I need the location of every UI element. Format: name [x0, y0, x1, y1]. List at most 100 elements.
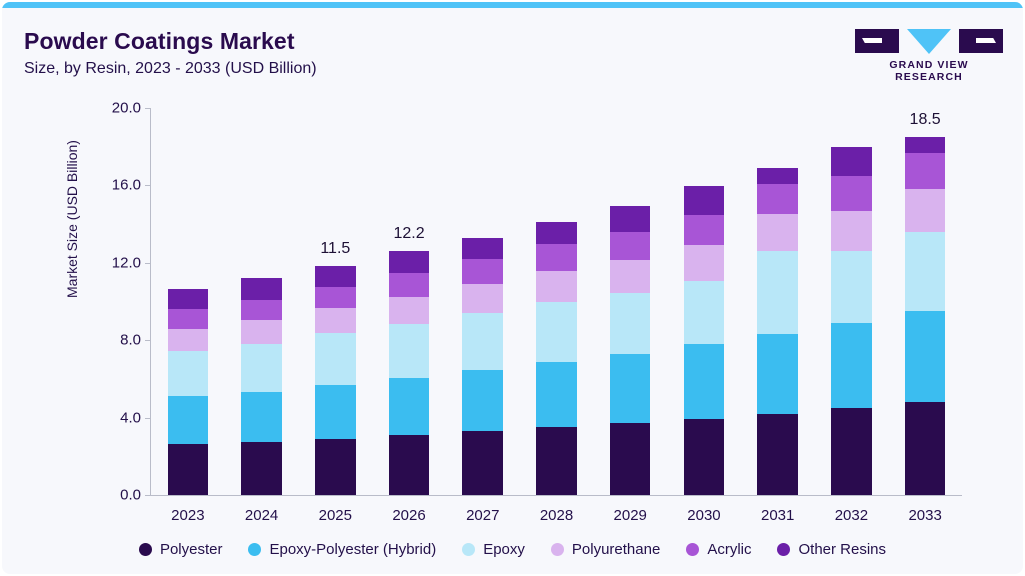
bar-segment: [315, 287, 356, 309]
legend-swatch-icon: [138, 543, 152, 556]
bar-2031[interactable]: [757, 168, 798, 495]
legend-swatch-icon: [248, 543, 262, 556]
bar-segment: [315, 308, 356, 334]
bar-2026[interactable]: [388, 251, 430, 495]
bar-segment: [536, 222, 577, 245]
bar-segment: [462, 313, 504, 371]
bar-segment: [683, 418, 725, 495]
bar-segment: [904, 402, 946, 495]
bar-segment: [167, 350, 209, 397]
bar-segment: [683, 215, 725, 246]
legend-item-polyester[interactable]: Polyester: [138, 541, 223, 558]
y-axis-tick-label: 20.0: [111, 99, 141, 117]
legend-label: Other Resins: [798, 541, 887, 558]
chart-legend: Polyester Epoxy-Polyester (Hybrid) Epoxy Po…: [2, 541, 1023, 558]
legend-label: Polyester: [159, 541, 223, 558]
bar-2033[interactable]: [904, 137, 946, 495]
bar-segment: [904, 189, 946, 232]
bar-segment: [241, 299, 282, 320]
x-axis-tick-label: 2025: [318, 507, 352, 524]
legend-item-other-resins[interactable]: Other Resins: [777, 541, 886, 558]
bar-segment: [462, 258, 504, 285]
page-title: Powder Coatings Market: [24, 28, 295, 54]
logo-block-right-icon: [959, 29, 1003, 53]
bar-2024[interactable]: [241, 278, 282, 495]
bar-segment: [388, 251, 430, 274]
bar-segment: [609, 231, 651, 260]
bar-segment: [315, 384, 356, 439]
bar-segment: [167, 443, 209, 495]
y-axis-tick-mark: [145, 108, 151, 109]
brand-logo: GRAND VIEW RESEARCH: [855, 28, 1003, 83]
bar-segment: [683, 281, 725, 345]
bar-segment: [241, 344, 282, 393]
legend-swatch-icon: [777, 543, 791, 556]
logo-triangle-icon: [907, 28, 951, 54]
legend-label: Epoxy: [483, 541, 525, 558]
bar-2030[interactable]: [683, 186, 725, 495]
y-axis-tick-label: 8.0: [120, 331, 141, 349]
bar-segment: [831, 251, 872, 323]
y-axis-tick-mark: [145, 340, 151, 342]
bar-segment: [167, 396, 209, 444]
x-axis-tick-label: 2029: [613, 507, 647, 524]
bar-segment: [609, 353, 651, 424]
y-axis-tick-mark: [145, 262, 151, 264]
bar-value-label: 12.2: [393, 225, 425, 243]
x-axis-tick-label: 2030: [687, 507, 721, 524]
bar-segment: [536, 270, 577, 302]
bar-2027[interactable]: [462, 237, 504, 495]
y-axis-tick-label: 16.0: [111, 176, 141, 194]
legend-item-epoxy[interactable]: Epoxy: [462, 541, 525, 558]
bar-segment: [609, 423, 651, 495]
bar-segment: [609, 292, 651, 354]
bar-segment: [757, 214, 798, 252]
bar-segment: [683, 186, 725, 216]
bar-segment: [241, 392, 282, 442]
legend-swatch-icon: [550, 543, 564, 556]
y-axis-tick-label: 0.0: [120, 486, 141, 504]
logo-text: GRAND VIEW RESEARCH: [889, 59, 969, 83]
bar-segment: [241, 278, 282, 300]
bar-segment: [904, 137, 946, 153]
bar-2032[interactable]: [831, 146, 872, 495]
legend-item-acrylic[interactable]: Acrylic: [686, 541, 751, 558]
legend-item-epoxy-polyester-hybrid[interactable]: Epoxy-Polyester (Hybrid): [248, 541, 436, 558]
x-axis-tick-label: 2026: [392, 507, 426, 524]
bar-segment: [167, 328, 209, 351]
bar-segment: [536, 427, 577, 495]
bar-segment: [757, 183, 798, 215]
bar-segment: [536, 244, 577, 271]
bar-segment: [462, 237, 504, 259]
bar-segment: [757, 168, 798, 184]
bar-segment: [536, 301, 577, 363]
legend-label: Epoxy-Polyester (Hybrid): [269, 541, 437, 558]
bar-segment: [315, 333, 356, 385]
bar-2025[interactable]: [315, 265, 356, 495]
bar-segment: [831, 322, 872, 408]
bar-segment: [241, 319, 282, 345]
x-axis-tick-label: 2032: [834, 507, 869, 524]
x-axis-tick-label: 2027: [466, 507, 500, 524]
legend-item-polyurethane[interactable]: Polyurethane: [550, 541, 661, 558]
bar-segment: [904, 311, 946, 403]
bar-segment: [831, 146, 872, 176]
legend-swatch-icon: [462, 543, 476, 556]
accent-bar: [2, 2, 1023, 8]
y-axis-label: Market Size (USD Billion): [64, 140, 80, 298]
legend-label: Polyurethane: [571, 541, 661, 558]
bar-2029[interactable]: [609, 205, 651, 495]
bar-segment: [315, 438, 356, 495]
x-axis-tick-label: 2024: [244, 507, 279, 524]
bar-2023[interactable]: [167, 288, 209, 495]
bar-segment: [536, 362, 577, 428]
logo-marks: [855, 28, 1003, 54]
bar-segment: [388, 296, 430, 324]
bar-segment: [831, 407, 872, 495]
bar-segment: [683, 245, 725, 282]
bar-2028[interactable]: [536, 222, 577, 495]
x-axis-tick-label: 2023: [171, 507, 205, 524]
bar-segment: [167, 288, 209, 310]
bar-segment: [241, 441, 282, 495]
